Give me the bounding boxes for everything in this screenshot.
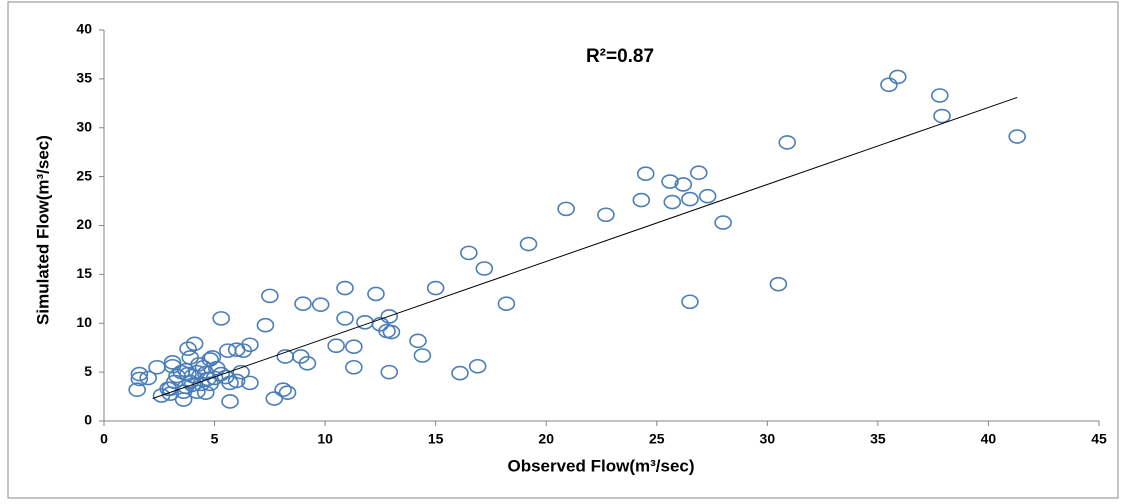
point	[714, 215, 732, 230]
x-tick-label: 10	[317, 431, 333, 447]
chart-border	[7, 1, 1119, 499]
point	[219, 343, 237, 358]
point	[196, 385, 215, 400]
point	[201, 376, 219, 392]
point	[674, 177, 693, 192]
point	[294, 296, 312, 312]
point	[663, 194, 682, 210]
x-axis-title: Observed Flow(m³/sec)	[507, 456, 694, 475]
point	[778, 135, 797, 150]
point	[183, 377, 202, 393]
point	[409, 333, 427, 349]
point	[519, 236, 538, 252]
point	[475, 261, 494, 276]
trendline	[152, 96, 1018, 399]
point	[130, 366, 149, 382]
point	[139, 370, 158, 386]
point	[181, 350, 200, 365]
point	[367, 286, 385, 302]
annotation: R²=0.87	[586, 46, 654, 67]
point	[148, 359, 166, 375]
point	[930, 88, 949, 103]
x-tick-label: 45	[1091, 431, 1107, 447]
point	[636, 166, 655, 181]
point	[265, 391, 284, 406]
point	[460, 245, 478, 261]
point	[163, 355, 182, 370]
point	[632, 192, 651, 208]
point	[336, 311, 354, 326]
x-tick-label: 15	[428, 431, 444, 447]
y-tick-label: 35	[76, 70, 92, 86]
x-tick-label: 20	[538, 431, 554, 447]
point	[130, 371, 149, 387]
point	[345, 359, 363, 375]
point	[413, 348, 432, 363]
point	[933, 108, 951, 124]
point	[880, 77, 898, 93]
point	[185, 336, 204, 352]
point	[468, 358, 487, 374]
point	[179, 366, 197, 382]
point	[769, 276, 788, 292]
point	[165, 374, 184, 390]
point	[274, 382, 292, 398]
x-tick-label: 5	[211, 431, 219, 447]
point	[256, 317, 275, 333]
point	[179, 341, 197, 356]
point	[597, 207, 615, 223]
point	[689, 165, 708, 181]
point	[426, 280, 445, 296]
y-axis-title: Simulated Flow(m³/sec)	[33, 135, 52, 325]
x-tick-label: 0	[100, 431, 108, 447]
point	[345, 339, 363, 355]
point	[888, 69, 907, 85]
point	[661, 174, 679, 189]
point	[311, 297, 330, 312]
point	[1008, 129, 1026, 144]
x-tick-label: 40	[981, 431, 997, 447]
y-tick-label: 40	[76, 21, 92, 37]
point	[336, 280, 354, 296]
point	[681, 191, 699, 207]
y-tick-label: 25	[76, 167, 92, 183]
point	[382, 324, 401, 340]
point	[221, 394, 239, 409]
x-tick-label: 25	[649, 431, 665, 447]
point	[681, 294, 699, 310]
point	[203, 350, 222, 365]
point	[451, 365, 469, 381]
point	[380, 309, 399, 324]
x-tick-label: 30	[760, 431, 776, 447]
x-tick-label: 35	[870, 431, 886, 447]
y-tick-label: 15	[76, 265, 92, 281]
y-tick-label: 5	[84, 363, 92, 379]
point	[557, 201, 575, 217]
y-tick-label: 30	[76, 118, 92, 134]
point	[278, 385, 297, 400]
y-tick-label: 10	[76, 314, 92, 330]
point	[161, 381, 180, 397]
point	[241, 375, 259, 391]
point	[327, 338, 345, 354]
point	[212, 311, 230, 326]
point	[227, 342, 246, 357]
point	[497, 296, 516, 312]
point	[232, 364, 250, 380]
point	[276, 349, 295, 364]
point	[128, 382, 146, 398]
point	[216, 369, 235, 385]
point	[261, 288, 279, 304]
y-tick-label: 0	[84, 412, 92, 428]
point	[207, 360, 226, 376]
y-tick-label: 20	[76, 216, 92, 232]
point	[380, 364, 399, 380]
point	[698, 188, 717, 204]
